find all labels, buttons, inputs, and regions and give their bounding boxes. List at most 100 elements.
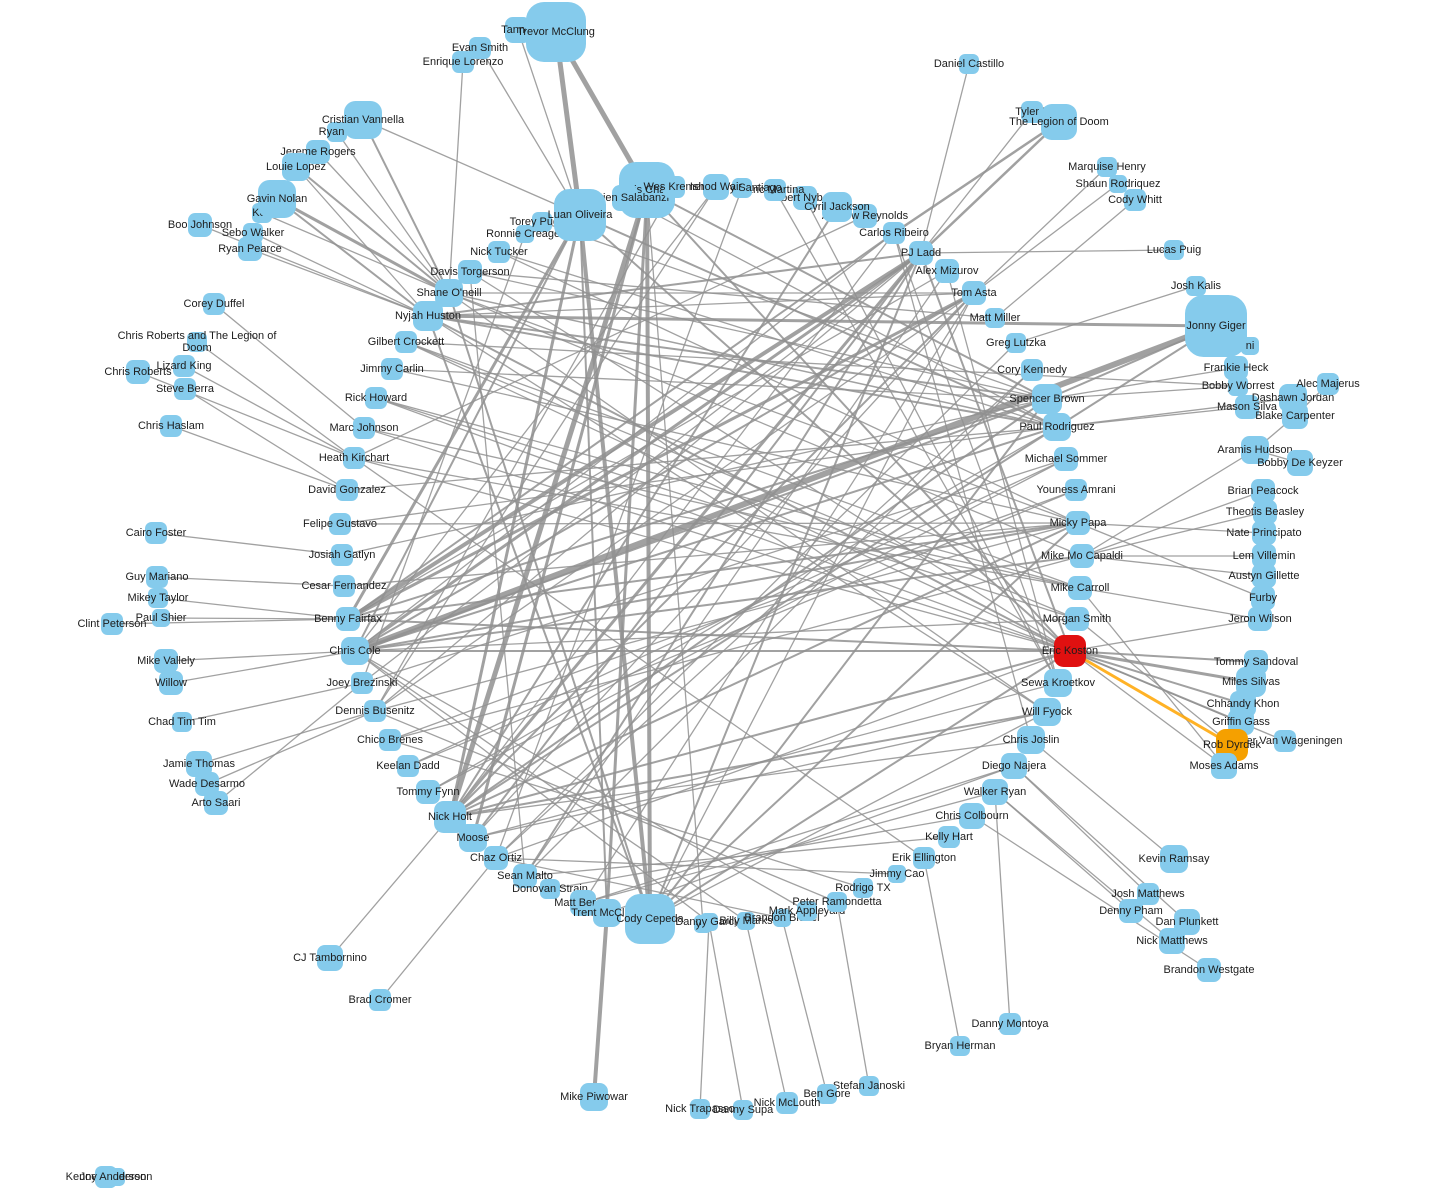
node-shape-cesar-fernandez[interactable] bbox=[333, 575, 355, 597]
node-shape-erik-ellington[interactable] bbox=[913, 847, 935, 869]
graph-node-rodrigo-tx[interactable]: Rodrigo TX bbox=[835, 878, 891, 898]
node-shape-legion-of-doom[interactable] bbox=[1041, 104, 1077, 140]
graph-node-jimmy-carlin[interactable]: Jimmy Carlin bbox=[360, 358, 424, 380]
node-shape-bobby-worrest[interactable] bbox=[1228, 376, 1248, 396]
graph-node-josh-kalis[interactable]: Josh Kalis bbox=[1171, 276, 1222, 296]
node-shape-lucas-puig[interactable] bbox=[1164, 240, 1184, 260]
graph-node-eric-martina[interactable]: Eric Martina bbox=[746, 179, 806, 201]
node-shape-marc-johnson[interactable] bbox=[353, 417, 375, 439]
node-shape-alec-majerus[interactable] bbox=[1317, 373, 1339, 395]
graph-node-chris-haslam[interactable]: Chris Haslam bbox=[138, 415, 204, 437]
node-shape-cairo-foster[interactable] bbox=[145, 522, 167, 544]
graph-node-chico-brenes[interactable]: Chico Brenes bbox=[357, 729, 424, 751]
node-shape-wes-kremer[interactable] bbox=[663, 176, 685, 198]
graph-node-heath-kirchart[interactable]: Heath Kirchart bbox=[319, 447, 389, 469]
node-shape-nick-tucker[interactable] bbox=[488, 241, 510, 263]
graph-node-austyn-gillette[interactable]: Austyn Gillette bbox=[1229, 564, 1300, 588]
graph-node-ronnie-creager[interactable]: Ronnie Creager bbox=[486, 225, 564, 243]
node-shape-gilbert-crockett[interactable] bbox=[395, 331, 417, 353]
node-shape-moses-adams[interactable] bbox=[1211, 753, 1237, 779]
graph-node-gavin-nolan[interactable]: Gavin Nolan bbox=[247, 180, 308, 218]
graph-node-furby[interactable]: Furby bbox=[1249, 586, 1278, 610]
graph-node-kenny-anderson[interactable]: Kenny Anderson bbox=[66, 1166, 147, 1188]
graph-node-chris-roberts[interactable]: Chris Roberts bbox=[104, 360, 172, 384]
graph-node-marquise-henry[interactable]: Marquise Henry bbox=[1068, 157, 1146, 177]
graph-node-tommy-fynn[interactable]: Tommy Fynn bbox=[397, 780, 460, 804]
node-shape-clint-peterson[interactable] bbox=[101, 613, 123, 635]
graph-node-aramis-hudson[interactable]: Aramis Hudson bbox=[1217, 436, 1293, 464]
node-shape-walker-ryan[interactable] bbox=[982, 779, 1008, 805]
graph-node-davis-torgerson[interactable]: Davis Torgerson bbox=[430, 260, 510, 284]
graph-node-chris-cole[interactable]: Chris Cole bbox=[329, 637, 381, 665]
node-shape-chris-roberts-doom[interactable] bbox=[187, 332, 207, 352]
node-shape-dan-plunkett[interactable] bbox=[1174, 909, 1200, 935]
graph-node-danny-supa[interactable]: Danny Supa bbox=[713, 1100, 774, 1120]
graph-node-danny-garcia[interactable]: Danny Garcia bbox=[675, 913, 744, 931]
node-shape-jamie-thomas[interactable] bbox=[186, 751, 212, 777]
node-shape-nyjah-huston[interactable] bbox=[413, 301, 443, 331]
node-shape-albert-nyberg[interactable] bbox=[793, 186, 817, 210]
graph-node-albert-nyberg[interactable]: Albert Nyberg bbox=[771, 186, 839, 210]
node-shape-furby[interactable] bbox=[1251, 586, 1275, 610]
graph-node-shaun-rodriquez[interactable]: Shaun Rodriquez bbox=[1075, 175, 1161, 193]
node-shape-brandon-westgate[interactable] bbox=[1197, 958, 1221, 982]
node-shape-alex-mizurov[interactable] bbox=[935, 259, 959, 283]
node-shape-spencer-brown[interactable] bbox=[1032, 384, 1062, 414]
node-shape-guy-mariano[interactable] bbox=[146, 566, 168, 588]
node-shape-miles-silvas[interactable] bbox=[1236, 667, 1266, 697]
node-shape-keelan-dadd[interactable] bbox=[397, 755, 419, 777]
node-shape-andrew-reynolds[interactable] bbox=[853, 204, 877, 228]
graph-node-brandon-westgate[interactable]: Brandon Westgate bbox=[1164, 958, 1255, 982]
node-shape-mason-silva[interactable] bbox=[1235, 395, 1259, 419]
graph-node-brian-peacock[interactable]: Brian Peacock bbox=[1228, 479, 1299, 503]
node-shape-jonny-giger[interactable] bbox=[1185, 295, 1247, 357]
graph-node-benny-fairfax[interactable]: Benny Fairfax bbox=[314, 607, 382, 631]
node-shape-cody-whitt[interactable] bbox=[1124, 189, 1146, 211]
graph-node-joey-brezinski[interactable]: Joey Brezinski bbox=[327, 672, 398, 694]
node-shape-brad-cromer[interactable] bbox=[369, 989, 391, 1011]
node-shape-chico-brenes[interactable] bbox=[379, 729, 401, 751]
node-shape-nate-principato[interactable] bbox=[1252, 521, 1276, 545]
node-shape-brian-peacock[interactable] bbox=[1251, 479, 1275, 503]
node-shape-benny-fairfax[interactable] bbox=[336, 607, 360, 631]
node-shape-morgan-smith[interactable] bbox=[1065, 607, 1089, 631]
graph-node-chad-tim-tim[interactable]: Chad Tim Tim bbox=[148, 712, 216, 732]
node-shape-jeron-wilson[interactable] bbox=[1248, 607, 1272, 631]
node-shape-nick-holt[interactable] bbox=[434, 801, 466, 833]
graph-node-trevor-mcclung[interactable]: Trevor McClung bbox=[517, 2, 595, 62]
graph-node-mark-appleyard[interactable]: Mark Appleyard bbox=[769, 901, 845, 921]
graph-node-eric-koston[interactable]: Eric Koston bbox=[1042, 635, 1098, 667]
node-shape-frankie-heck[interactable] bbox=[1224, 356, 1248, 380]
node-shape-ryan-pearce[interactable] bbox=[238, 237, 262, 261]
graph-node-miles-silvas[interactable]: Miles Silvas bbox=[1222, 667, 1281, 697]
node-shape-enrique-lorenzo[interactable] bbox=[452, 51, 474, 73]
graph-node-griffin-gass[interactable]: Griffin Gass bbox=[1212, 709, 1270, 735]
node-shape-nick-trapasso[interactable] bbox=[690, 1099, 710, 1119]
node-shape-danny-supa[interactable] bbox=[733, 1100, 753, 1120]
graph-node-tyler-f[interactable]: Tyler F bbox=[1015, 101, 1049, 123]
graph-node-boo-johnson[interactable]: Boo Johnson bbox=[168, 213, 232, 237]
node-shape-sean-malto[interactable] bbox=[513, 864, 537, 888]
node-shape-sewa-kroetkov[interactable] bbox=[1044, 669, 1072, 697]
node-shape-chris-haslam[interactable] bbox=[160, 415, 182, 437]
node-shape-brandon-biebel[interactable] bbox=[773, 909, 791, 927]
node-shape-joey-brezinski[interactable] bbox=[351, 672, 373, 694]
graph-node-lucas-puig[interactable]: Lucas Puig bbox=[1147, 240, 1201, 260]
node-shape-mikey-taylor[interactable] bbox=[148, 588, 168, 608]
graph-node-josiah-gatlyn[interactable]: Josiah Gatlyn bbox=[309, 544, 376, 566]
node-shape-cj-tambornino[interactable] bbox=[317, 945, 343, 971]
graph-node-guy-mariano[interactable]: Guy Mariano bbox=[126, 566, 189, 588]
graph-node-denny-pham[interactable]: Denny Pham bbox=[1099, 899, 1163, 923]
node-shape-will-fyock[interactable] bbox=[1033, 698, 1061, 726]
graph-node-blake-carpenter[interactable]: Blake Carpenter bbox=[1255, 403, 1335, 429]
node-shape-tyler-f[interactable] bbox=[1021, 101, 1043, 123]
node-shape-youness-amrani[interactable] bbox=[1065, 479, 1087, 501]
graph-node-steve-berra[interactable]: Steve Berra bbox=[156, 378, 215, 400]
graph-node-lem-villemin[interactable]: Lem Villemin bbox=[1233, 544, 1296, 568]
node-shape-diego-najera[interactable] bbox=[1001, 753, 1027, 779]
graph-node-nick-holt[interactable]: Nick Holt bbox=[428, 801, 472, 833]
node-shape-mike-piwowar[interactable] bbox=[580, 1083, 608, 1111]
node-shape-chaz-ortiz[interactable] bbox=[484, 846, 508, 870]
graph-node-enrique-lorenzo[interactable]: Enrique Lorenzo bbox=[423, 51, 504, 73]
